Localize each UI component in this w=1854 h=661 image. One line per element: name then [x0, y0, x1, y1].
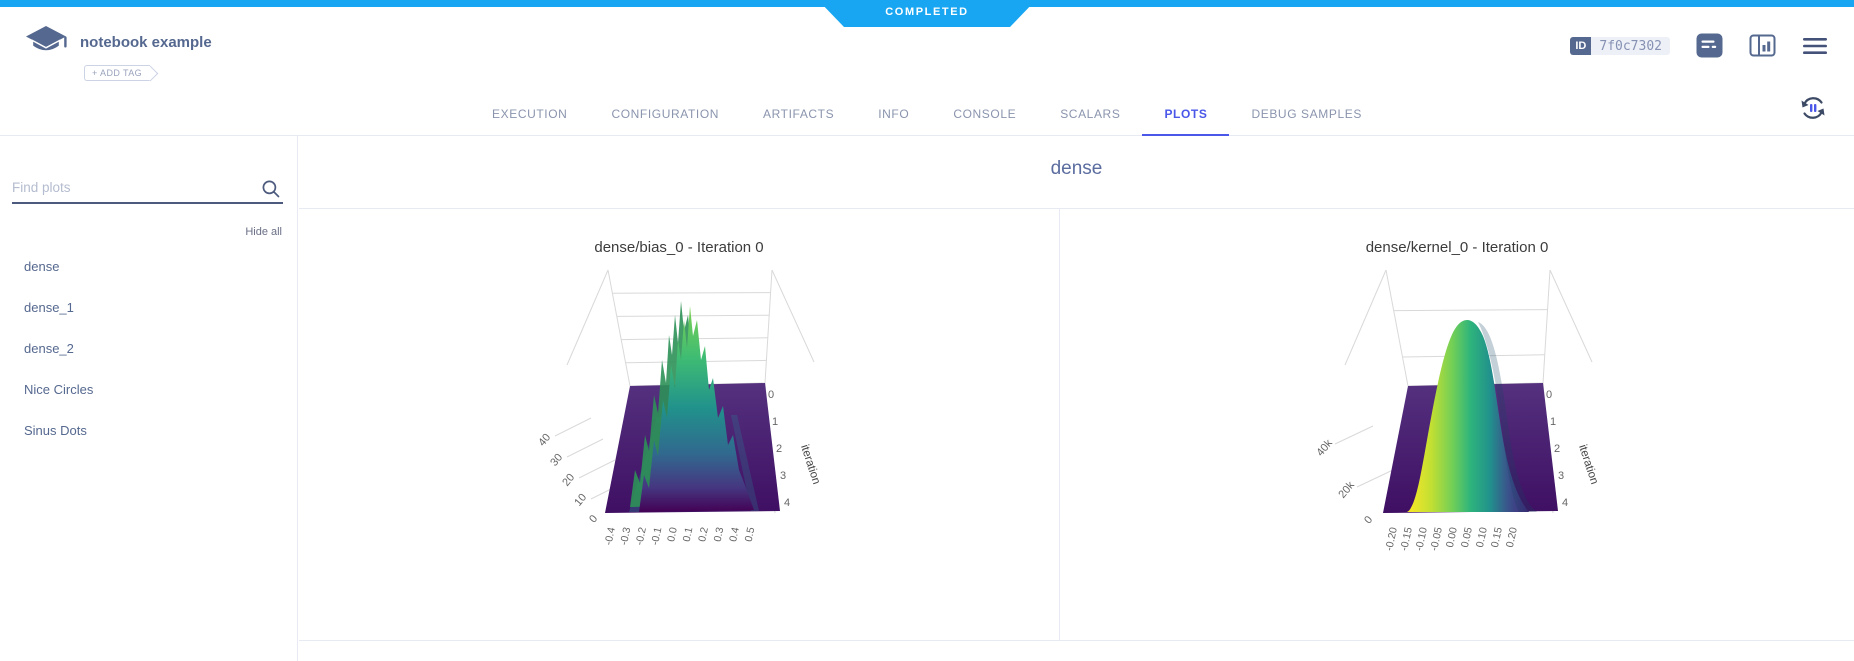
x-tick-label: -0.20 [1383, 526, 1400, 552]
x-tick-label: 0.20 [1504, 526, 1520, 549]
x-tick-label: 0.0 [665, 526, 680, 543]
x-tick-label: -0.3 [618, 526, 634, 546]
x-tick-label: 0.1 [681, 526, 696, 543]
plot-list: dense dense_1 dense_2 Nice Circles Sinus… [0, 246, 297, 451]
tab-debug-samples[interactable]: DEBUG SAMPLES [1229, 107, 1384, 136]
find-plots-search [12, 176, 283, 204]
z-tick-label: 40k [1314, 437, 1335, 459]
iteration-tick-label: 0 [768, 389, 774, 401]
id-value: 7f0c7302 [1591, 36, 1670, 55]
experiment-id[interactable]: ID 7f0c7302 [1570, 36, 1670, 55]
search-icon[interactable] [261, 179, 281, 204]
z-tick-label: 30 [548, 452, 565, 469]
id-badge: ID [1570, 36, 1592, 55]
surface-bias [605, 301, 780, 513]
plot-panels: dense/bias_0 - Iteration 0 [299, 208, 1854, 641]
tab-execution[interactable]: EXECUTION [470, 107, 589, 136]
sidebar-item-dense-1[interactable]: dense_1 [24, 300, 74, 315]
sidebar-item-nice-circles[interactable]: Nice Circles [24, 382, 94, 397]
x-tick-label: -0.15 [1398, 526, 1415, 552]
x-tick-label: 0.10 [1474, 526, 1490, 549]
menu-icon[interactable] [1802, 36, 1828, 56]
x-tick-label: 0.4 [727, 526, 742, 543]
iteration-tick-label: 3 [1558, 470, 1564, 482]
x-tick-label: 0.05 [1459, 526, 1475, 549]
hide-all-link[interactable]: Hide all [245, 226, 282, 238]
plot-title: dense/bias_0 - Iteration 0 [594, 239, 764, 256]
tab-configuration[interactable]: CONFIGURATION [589, 107, 741, 136]
x-tick-label: -0.05 [1428, 526, 1445, 552]
find-plots-input[interactable] [12, 176, 257, 202]
sidebar-item-dense[interactable]: dense [24, 259, 60, 274]
x-tick-label: 0.3 [712, 526, 727, 543]
iteration-tick-label: 4 [784, 497, 790, 509]
tab-info[interactable]: INFO [856, 107, 931, 136]
iteration-tick-label: 1 [1550, 416, 1556, 428]
z-tick-label: 20k [1336, 479, 1357, 501]
x-tick-label: -0.1 [649, 526, 665, 546]
add-tag-button[interactable]: + ADD TAG [84, 65, 151, 81]
x-tick-label: -0.2 [633, 526, 649, 546]
tab-bar: EXECUTION CONFIGURATION ARTIFACTS INFO C… [0, 94, 1854, 136]
tab-plots[interactable]: PLOTS [1142, 107, 1230, 136]
auto-refresh-icon[interactable] [1798, 93, 1828, 128]
iteration-tick-label: 2 [776, 443, 782, 455]
x-tick-label: 0.00 [1444, 526, 1460, 549]
z-tick-label: 0 [1362, 514, 1375, 526]
surface-plot-bias-0[interactable]: 40 30 20 10 0 -0.4 -0.3 -0.2 -0.1 0.0 0.… [479, 260, 879, 570]
tab-scalars[interactable]: SCALARS [1038, 107, 1142, 136]
details-panel-icon[interactable] [1749, 34, 1776, 57]
plots-content: dense dense/bias_0 - Iteration 0 [299, 136, 1854, 661]
z-tick-label: 40 [536, 432, 553, 449]
surface-kernel [1383, 320, 1558, 513]
tab-artifacts[interactable]: ARTIFACTS [741, 107, 856, 136]
plot-panel-kernel-0: dense/kernel_0 - Iteration 0 [1060, 209, 1854, 640]
iteration-tick-label: 2 [1554, 443, 1560, 455]
x-tick-label: 0.2 [696, 526, 711, 543]
status-badge: COMPLETED [818, 0, 1036, 27]
header: notebook example + ADD TAG ID 7f0c7302 [0, 7, 1854, 136]
experiment-title: notebook example [80, 34, 212, 51]
x-tick-label: -0.10 [1413, 526, 1430, 552]
iteration-axis-label: iteration [798, 443, 822, 486]
axis-ticks: 40k 20k 0 -0.20 -0.15 -0.10 -0.05 0.00 0… [1314, 389, 1600, 552]
plot-panel-bias-0: dense/bias_0 - Iteration 0 [299, 209, 1060, 640]
iteration-tick-label: 1 [772, 416, 778, 428]
x-tick-label: -0.4 [602, 526, 618, 546]
plots-sidebar: Hide all dense dense_1 dense_2 Nice Circ… [0, 136, 298, 661]
z-tick-label: 20 [560, 472, 577, 489]
plot-group-title: dense [1050, 158, 1103, 179]
x-tick-label: 0.15 [1489, 526, 1505, 549]
iteration-axis-label: iteration [1576, 443, 1600, 486]
app-logo-icon [24, 25, 68, 70]
iteration-tick-label: 4 [1562, 497, 1568, 509]
plot-title: dense/kernel_0 - Iteration 0 [1365, 239, 1549, 256]
z-tick-label: 10 [572, 492, 589, 509]
z-tick-label: 0 [587, 513, 600, 525]
tab-console[interactable]: CONSOLE [931, 107, 1038, 136]
iteration-tick-label: 0 [1546, 389, 1552, 401]
experiment-details-icon[interactable] [1696, 33, 1723, 58]
sidebar-item-dense-2[interactable]: dense_2 [24, 341, 74, 356]
sidebar-item-sinus-dots[interactable]: Sinus Dots [24, 423, 87, 438]
iteration-tick-label: 3 [780, 470, 786, 482]
surface-plot-kernel-0[interactable]: 40k 20k 0 -0.20 -0.15 -0.10 -0.05 0.00 0… [1257, 260, 1657, 570]
x-tick-label: 0.5 [743, 526, 758, 543]
